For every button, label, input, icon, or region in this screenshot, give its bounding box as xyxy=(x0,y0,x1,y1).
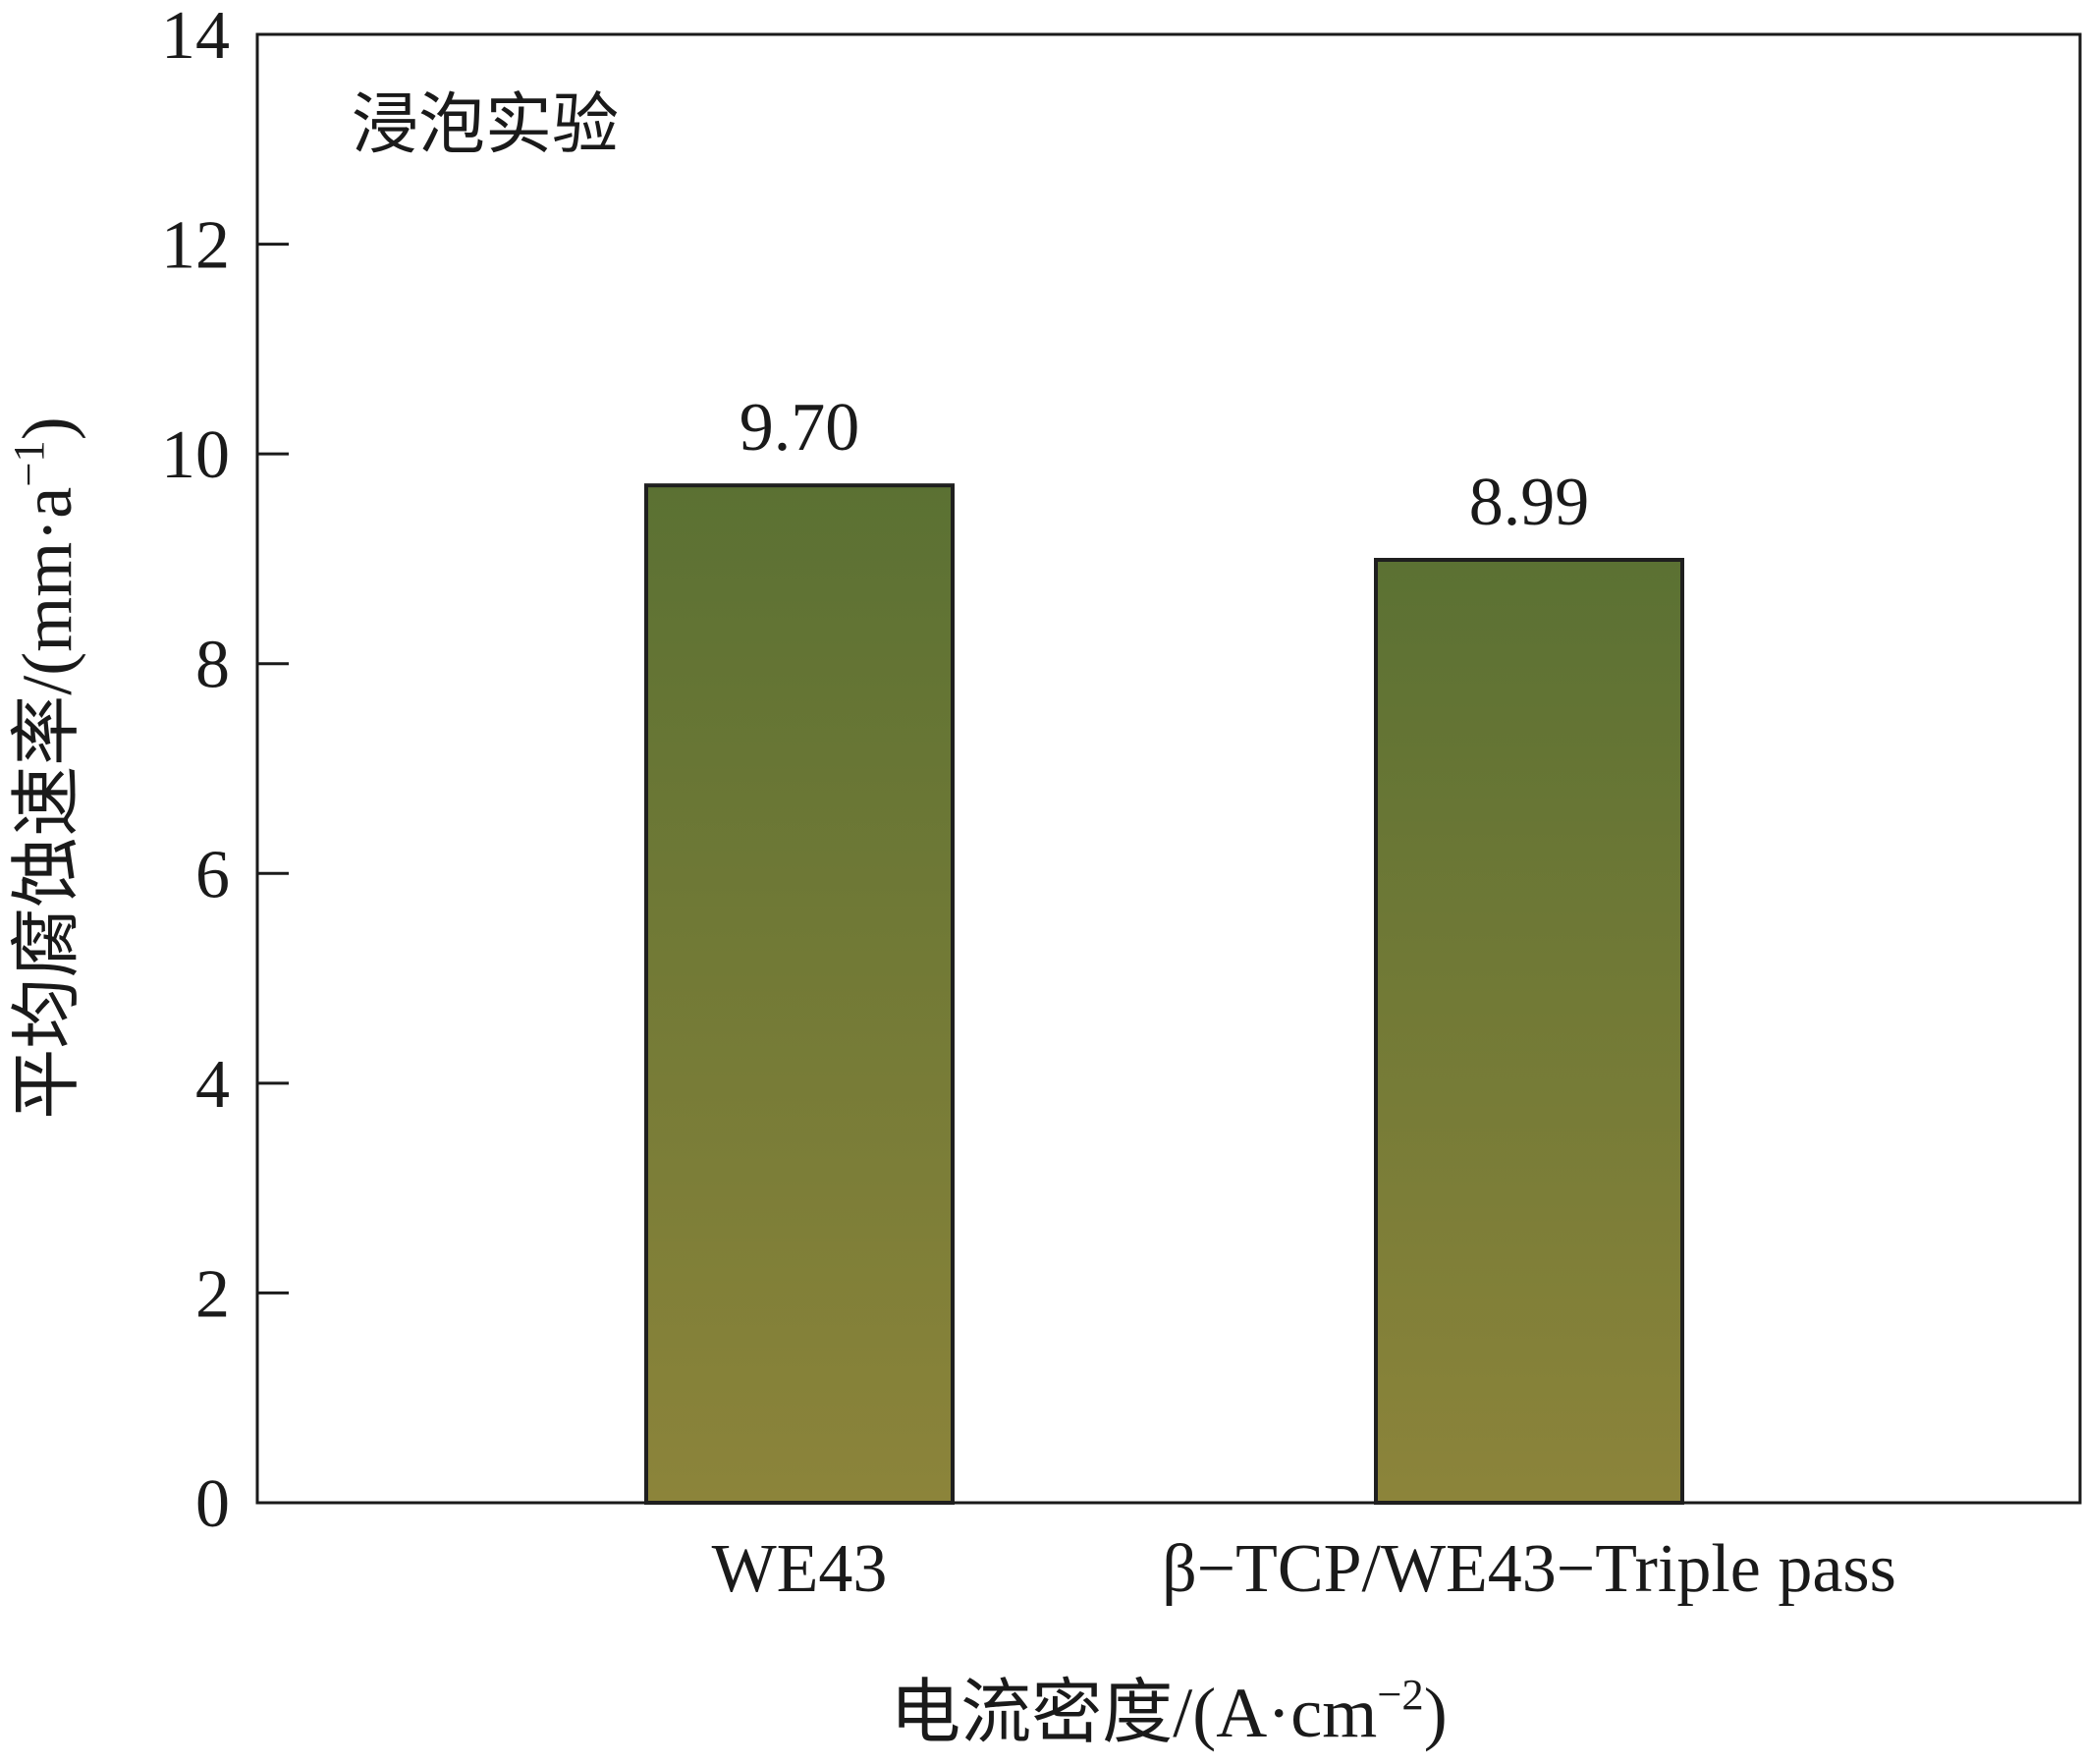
y-tick-label: 10 xyxy=(161,417,230,493)
y-tick-label: 4 xyxy=(195,1047,230,1123)
bars xyxy=(644,483,1684,1505)
y-tick-label: 12 xyxy=(161,208,230,284)
chart-annotation: 浸泡实验 xyxy=(352,87,619,162)
x-axis-label: 电流密度/(A·cm−2) xyxy=(890,1670,1447,1752)
y-tick-label: 0 xyxy=(195,1466,230,1542)
x-tick-label: WE43 xyxy=(712,1531,888,1607)
y-tick-label: 8 xyxy=(195,628,230,703)
y-axis-tick-labels: 0 2 4 6 8 10 12 14 xyxy=(161,0,230,1542)
bar xyxy=(1374,557,1684,1505)
x-axis-tick-labels: WE43 β−TCP/WE43−Triple pass xyxy=(712,1531,1896,1607)
x-tick-label: β−TCP/WE43−Triple pass xyxy=(1162,1531,1896,1607)
bar-value-label: 8.99 xyxy=(1469,465,1590,540)
y-axis-label: 平均腐蚀速率/(mm·a−1) xyxy=(4,416,86,1119)
bar-value-labels: 9.70 8.99 xyxy=(740,390,1590,540)
y-tick-label: 2 xyxy=(195,1256,230,1332)
plot-frame xyxy=(255,32,2082,1505)
y-tick-label: 6 xyxy=(195,837,230,912)
y-tick-label: 14 xyxy=(161,0,230,74)
y-axis-ticks xyxy=(257,32,289,1505)
bar xyxy=(644,483,955,1505)
bar-value-label: 9.70 xyxy=(740,390,860,466)
